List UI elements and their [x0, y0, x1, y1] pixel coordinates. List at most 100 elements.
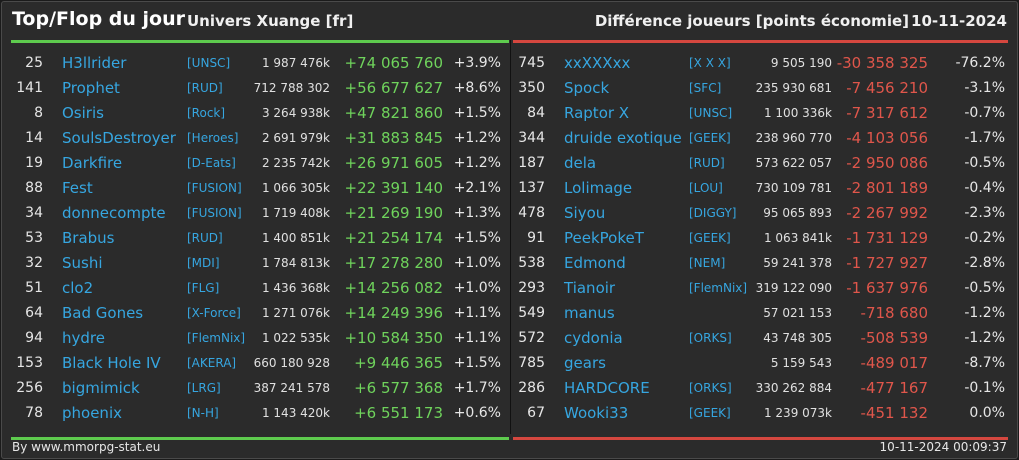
points-change: +6 551 173: [354, 404, 443, 422]
player-name-link[interactable]: SoulsDestroyer: [62, 129, 176, 147]
player-points: 59 241 378: [763, 256, 832, 270]
player-rank: 344: [518, 130, 545, 146]
percent-change: +8.6%: [453, 80, 501, 96]
alliance-tag-link[interactable]: [ORKS]: [689, 331, 732, 345]
percent-change: +1.2%: [453, 155, 501, 171]
player-name-link[interactable]: donnecompte: [62, 204, 166, 222]
percent-change: +1.1%: [453, 305, 501, 321]
player-name-link[interactable]: Black Hole IV: [62, 354, 161, 372]
player-name-link[interactable]: phoenix: [62, 404, 122, 422]
alliance-tag-link[interactable]: [GEEK]: [689, 406, 731, 420]
alliance-tag-link[interactable]: [SFC]: [689, 81, 722, 95]
player-row: 187 dela [RUD] 573 622 057 -2 950 086 -0.5%: [513, 151, 1008, 176]
alliance-tag-link[interactable]: [D-Eats]: [187, 156, 236, 170]
alliance-tag-link[interactable]: [LOU]: [689, 181, 723, 195]
header: Top/Flop du jour Univers Xuange [fr] Dif…: [2, 2, 1017, 40]
player-row: 53 Brabus [RUD] 1 400 851k +21 254 174 +1.5%: [11, 226, 509, 251]
alliance-tag-link[interactable]: [FLG]: [187, 281, 220, 295]
player-row: 745 xxXXXxx [X X X] 9 505 190 -30 358 325 -76…: [513, 51, 1008, 76]
player-name-link[interactable]: Bad Gones: [62, 304, 144, 322]
percent-change: -0.5%: [964, 155, 1005, 171]
alliance-tag-link[interactable]: [Heroes]: [187, 131, 239, 145]
alliance-tag-link[interactable]: [ORKS]: [689, 381, 732, 395]
alliance-tag-link[interactable]: [GEEK]: [689, 131, 731, 145]
alliance-tag-link[interactable]: [RUD]: [187, 231, 223, 245]
percent-change: +1.0%: [453, 255, 501, 271]
percent-change: +1.0%: [453, 280, 501, 296]
player-name-link[interactable]: Tianoir: [564, 279, 616, 297]
player-name-link[interactable]: clo2: [62, 279, 94, 297]
player-row: 344 druide exotique [GEEK] 238 960 770 -4 10…: [513, 126, 1008, 151]
player-name-link[interactable]: dela: [564, 154, 597, 172]
player-rank: 549: [518, 305, 545, 321]
player-name-link[interactable]: Fest: [62, 179, 93, 197]
percent-change: +2.1%: [453, 180, 501, 196]
player-name-link[interactable]: xxXXXxx: [564, 54, 631, 72]
player-name-link[interactable]: HARDCORE: [564, 379, 650, 397]
alliance-tag-link[interactable]: [FlemNix]: [187, 331, 246, 345]
player-name-link[interactable]: Brabus: [62, 229, 115, 247]
points-change: +10 584 350: [344, 329, 443, 347]
points-change: -30 358 325: [836, 54, 928, 72]
alliance-tag-link[interactable]: [UNSC]: [689, 106, 733, 120]
alliance-tag-link[interactable]: [X-Force]: [187, 306, 241, 320]
player-rank: 256: [16, 380, 43, 396]
percent-change: 0.0%: [969, 405, 1005, 421]
alliance-tag-link[interactable]: [MDI]: [187, 256, 220, 270]
alliance-tag-link[interactable]: [N-H]: [187, 406, 219, 420]
player-name-link[interactable]: druide exotique: [564, 129, 682, 147]
points-change: +14 256 082: [344, 279, 443, 297]
player-name-link[interactable]: Raptor X: [564, 104, 630, 122]
points-change: -2 801 189: [846, 179, 928, 197]
player-name-link[interactable]: Spock: [564, 79, 610, 97]
player-name-link[interactable]: Wooki33: [564, 404, 629, 422]
alliance-tag-link[interactable]: [Rock]: [187, 106, 226, 120]
panel-divider: [510, 40, 511, 434]
alliance-tag-link[interactable]: [UNSC]: [187, 56, 231, 70]
player-name-link[interactable]: Siyou: [564, 204, 606, 222]
player-points: 573 622 057: [755, 156, 832, 170]
alliance-tag-link[interactable]: [FlemNix]: [689, 281, 748, 295]
points-change: -1 637 976: [846, 279, 928, 297]
percent-change: +1.3%: [453, 205, 501, 221]
player-name-link[interactable]: Darkfire: [62, 154, 123, 172]
player-name-link[interactable]: gears: [564, 354, 606, 372]
player-row: 34 donnecompte [FUSION] 1 719 408k +21 269 1…: [11, 201, 509, 226]
alliance-tag-link[interactable]: [RUD]: [187, 81, 223, 95]
player-rank: 84: [527, 105, 545, 121]
alliance-tag-link[interactable]: [X X X]: [689, 56, 731, 70]
player-name-link[interactable]: Sushi: [62, 254, 103, 272]
player-name-link[interactable]: hydre: [62, 329, 105, 347]
alliance-tag-link[interactable]: [GEEK]: [689, 231, 731, 245]
difference-label: Différence joueurs [points économie]: [594, 12, 909, 30]
player-name-link[interactable]: cydonia: [564, 329, 623, 347]
alliance-tag-link[interactable]: [FUSION]: [187, 206, 242, 220]
alliance-tag-link[interactable]: [FUSION]: [187, 181, 242, 195]
player-row: 256 bigmimick [LRG] 387 241 578 +6 577 368 +1…: [11, 376, 509, 401]
player-row: 785 gears 5 159 543 -489 017 -8.7%: [513, 351, 1008, 376]
player-name-link[interactable]: PeekPokeT: [564, 229, 644, 247]
alliance-tag-link[interactable]: [AKERA]: [187, 356, 237, 370]
player-name-link[interactable]: Osiris: [62, 104, 104, 122]
player-row: 572 cydonia [ORKS] 43 748 305 -508 539 -1.2%: [513, 326, 1008, 351]
player-row: 8 Osiris [Rock] 3 264 938k +47 821 860 +1.5%: [11, 101, 509, 126]
player-rank: 94: [25, 330, 43, 346]
player-name-link[interactable]: H3llrider: [62, 54, 127, 72]
points-change: +47 821 860: [344, 104, 443, 122]
player-name-link[interactable]: bigmimick: [62, 379, 140, 397]
alliance-tag-link[interactable]: [LRG]: [187, 381, 221, 395]
player-name-link[interactable]: manus: [564, 304, 615, 322]
player-name-link[interactable]: Lolimage: [564, 179, 633, 197]
alliance-tag-link[interactable]: [RUD]: [689, 156, 725, 170]
player-points: 43 748 305: [763, 331, 832, 345]
points-change: -7 317 612: [846, 104, 928, 122]
points-change: +56 677 627: [344, 79, 443, 97]
player-rank: 153: [16, 355, 43, 371]
player-name-link[interactable]: Edmond: [564, 254, 626, 272]
player-rank: 14: [25, 130, 43, 146]
player-name-link[interactable]: Prophet: [62, 79, 120, 97]
percent-change: +1.5%: [453, 230, 501, 246]
player-row: 141 Prophet [RUD] 712 788 302 +56 677 627 +8.…: [11, 76, 509, 101]
alliance-tag-link[interactable]: [DIGGY]: [689, 206, 737, 220]
alliance-tag-link[interactable]: [NEM]: [689, 256, 726, 270]
